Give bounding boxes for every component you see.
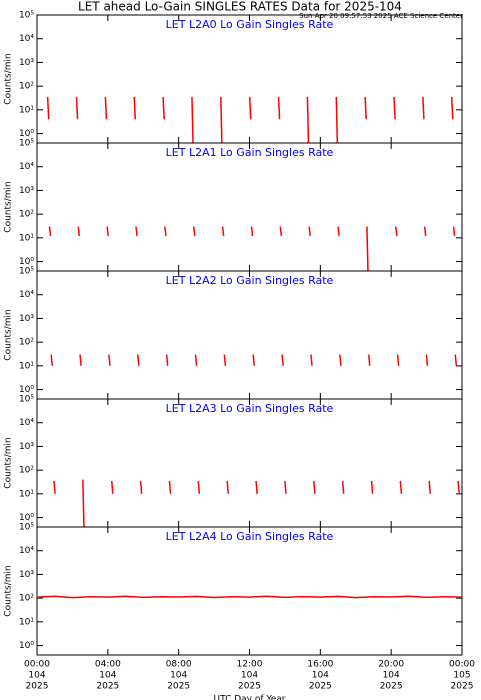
y-tick-label: 10³ bbox=[19, 314, 34, 324]
y-tick-label: 10⁰ bbox=[19, 385, 34, 395]
y-tick-label: 10⁰ bbox=[19, 257, 34, 267]
y-tick-label: 10⁰ bbox=[19, 641, 34, 651]
y-tick-label: 10⁴ bbox=[19, 418, 34, 428]
y-tick-label: 10² bbox=[19, 466, 34, 476]
y-tick-label: 10⁵ bbox=[19, 139, 34, 149]
x-tick-year: 2025 bbox=[167, 682, 190, 692]
panel-title: LET L2A1 Lo Gain Singles Rate bbox=[166, 146, 334, 159]
x-tick-year: 2025 bbox=[380, 682, 403, 692]
x-tick-day: 104 bbox=[99, 671, 116, 681]
y-tick-label: 10⁰ bbox=[19, 129, 34, 139]
y-tick-label: 10⁴ bbox=[19, 162, 34, 172]
y-tick-label: 10³ bbox=[19, 442, 34, 452]
x-tick-day: 104 bbox=[28, 671, 45, 681]
y-tick-label: 10³ bbox=[19, 570, 34, 580]
y-tick-label: 10³ bbox=[19, 58, 34, 68]
y-tick-label: 10² bbox=[19, 338, 34, 348]
x-tick-label: 16:00 bbox=[307, 660, 333, 670]
x-tick-day: 104 bbox=[312, 671, 329, 681]
data-line bbox=[36, 595, 463, 599]
timestamp: Sun Apr 20 09:57:53 2025 ACE Science Cen… bbox=[299, 12, 463, 20]
y-axis-label: Counts/min bbox=[4, 309, 14, 360]
data-line bbox=[48, 226, 456, 272]
x-tick-year: 2025 bbox=[451, 682, 474, 692]
data-line bbox=[53, 479, 460, 528]
y-axis-label: Counts/min bbox=[4, 181, 14, 232]
y-tick-label: 10⁵ bbox=[19, 395, 34, 405]
x-tick-year: 2025 bbox=[309, 682, 332, 692]
y-tick-label: 10¹ bbox=[19, 105, 34, 115]
y-tick-label: 10⁴ bbox=[19, 34, 34, 44]
y-tick-label: 10¹ bbox=[19, 489, 34, 499]
plot-frame bbox=[36, 142, 463, 272]
plot-frame bbox=[36, 270, 463, 400]
y-tick-label: 10² bbox=[19, 210, 34, 220]
y-tick-label: 10⁰ bbox=[19, 513, 34, 523]
y-axis-label: Counts/min bbox=[4, 437, 14, 488]
x-tick-year: 2025 bbox=[238, 682, 261, 692]
y-axis-label: Counts/min bbox=[4, 565, 14, 616]
y-tick-label: 10⁴ bbox=[19, 290, 34, 300]
y-tick-label: 10¹ bbox=[19, 233, 34, 243]
x-tick-label: 00:00 bbox=[449, 660, 475, 670]
x-tick-label: 04:00 bbox=[95, 660, 121, 670]
x-axis-label: UTC Day of Year bbox=[214, 695, 286, 700]
y-tick-label: 10⁴ bbox=[19, 546, 34, 556]
x-tick-label: 12:00 bbox=[237, 660, 263, 670]
x-tick-day: 104 bbox=[241, 671, 258, 681]
y-tick-label: 10⁵ bbox=[19, 11, 34, 21]
x-tick-year: 2025 bbox=[26, 682, 49, 692]
data-line bbox=[50, 354, 458, 366]
chart-title: LET ahead Lo-Gain SINGLES RATES Data for… bbox=[78, 0, 402, 14]
x-tick-year: 2025 bbox=[96, 682, 119, 692]
x-tick-day: 104 bbox=[383, 671, 400, 681]
panel-title: LET L2A3 Lo Gain Singles Rate bbox=[166, 402, 334, 415]
panel-title: LET L2A0 Lo Gain Singles Rate bbox=[166, 18, 334, 31]
x-tick-day: 105 bbox=[453, 671, 470, 681]
y-tick-label: 10⁵ bbox=[19, 267, 34, 277]
y-tick-label: 10¹ bbox=[19, 361, 34, 371]
plot-frame bbox=[36, 14, 463, 144]
x-tick-day: 104 bbox=[170, 671, 187, 681]
panel-title: LET L2A4 Lo Gain Singles Rate bbox=[166, 530, 334, 543]
y-tick-label: 10³ bbox=[19, 186, 34, 196]
x-tick-label: 00:00 bbox=[24, 660, 50, 670]
plot-frame bbox=[36, 398, 463, 528]
y-tick-label: 10² bbox=[19, 82, 34, 92]
x-tick-label: 20:00 bbox=[378, 660, 404, 670]
x-tick-label: 08:00 bbox=[166, 660, 192, 670]
plot-frame bbox=[36, 526, 463, 656]
y-tick-label: 10¹ bbox=[19, 617, 34, 627]
data-line bbox=[46, 96, 454, 144]
y-tick-label: 10⁵ bbox=[19, 523, 34, 533]
panel-title: LET L2A2 Lo Gain Singles Rate bbox=[166, 274, 334, 287]
y-axis-label: Counts/min bbox=[4, 53, 14, 104]
y-tick-label: 10² bbox=[19, 594, 34, 604]
